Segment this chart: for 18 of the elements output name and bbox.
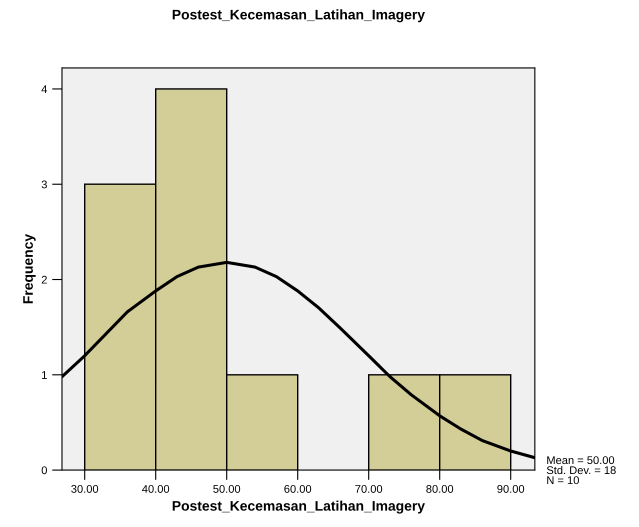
x-tick-label: 50.00	[213, 484, 240, 493]
x-tick-label: 30.00	[71, 484, 98, 493]
y-axis-title: Frequency	[23, 234, 36, 304]
y-tick-label: 2	[42, 276, 47, 284]
text: Std. Dev. = 18	[546, 466, 616, 474]
y-tick-label: 4	[41, 85, 48, 93]
x-tick-label: 70.00	[355, 484, 382, 493]
x-axis-title: Postest_Kecemasan_Latihan_Imagery	[172, 500, 425, 514]
text: Mean = 50.00	[547, 456, 614, 464]
x-tick-label: 80.00	[426, 484, 454, 493]
x-tick-label: 40.00	[142, 484, 170, 493]
y-tick-label: 3	[42, 180, 47, 188]
y-tick-label: 1	[42, 371, 47, 379]
y-tick-label: 0	[42, 466, 47, 474]
text: N = 10	[547, 476, 579, 484]
x-tick-label: 90.00	[497, 484, 524, 493]
x-tick-label: 60.00	[284, 484, 312, 493]
chart-title: Postest_Kecemasan_Latihan_Imagery	[172, 9, 425, 22]
